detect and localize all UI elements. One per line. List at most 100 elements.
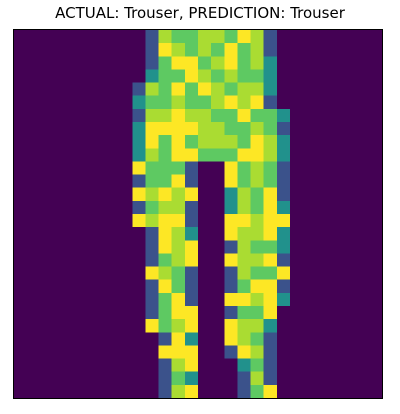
image-pixel bbox=[171, 384, 185, 398]
image-pixel bbox=[184, 95, 198, 109]
image-pixel bbox=[145, 95, 159, 109]
image-pixel bbox=[145, 148, 159, 162]
image-pixel bbox=[184, 214, 198, 228]
image-pixel bbox=[263, 214, 277, 228]
image-pixel bbox=[224, 306, 238, 320]
image-pixel bbox=[276, 161, 290, 175]
image-pixel bbox=[237, 187, 251, 201]
image-pixel bbox=[198, 56, 212, 70]
image-pixel bbox=[158, 82, 172, 96]
image-pixel bbox=[184, 266, 198, 280]
image-pixel bbox=[237, 174, 251, 188]
image-pixel bbox=[224, 253, 238, 267]
image-pixel bbox=[171, 161, 185, 175]
image-pixel bbox=[224, 240, 238, 254]
image-pixel bbox=[184, 332, 198, 346]
image-pixel bbox=[171, 82, 185, 96]
image-pixel bbox=[171, 319, 185, 333]
image-pixel bbox=[263, 384, 277, 398]
image-pixel bbox=[237, 43, 251, 57]
image-pixel bbox=[158, 200, 172, 214]
image-pixel bbox=[171, 240, 185, 254]
image-pixel bbox=[224, 161, 238, 175]
image-pixel bbox=[184, 187, 198, 201]
image-pixel bbox=[237, 227, 251, 241]
image-pixel bbox=[145, 30, 159, 44]
image-pixel bbox=[263, 69, 277, 83]
image-pixel bbox=[198, 135, 212, 149]
image-pixel bbox=[132, 82, 146, 96]
image-pixel bbox=[237, 82, 251, 96]
image-pixel bbox=[171, 43, 185, 57]
image-pixel bbox=[263, 174, 277, 188]
image-pixel bbox=[198, 108, 212, 122]
image-pixel bbox=[184, 108, 198, 122]
image-pixel bbox=[132, 200, 146, 214]
image-pixel bbox=[158, 148, 172, 162]
image-pixel bbox=[211, 108, 225, 122]
image-pixel bbox=[171, 253, 185, 267]
image-pixel bbox=[263, 43, 277, 57]
image-pixel bbox=[184, 306, 198, 320]
figure-title: ACTUAL: Trouser, PREDICTION: Trouser bbox=[55, 4, 345, 22]
image-pixel bbox=[250, 240, 264, 254]
image-pixel bbox=[158, 266, 172, 280]
image-pixel bbox=[237, 306, 251, 320]
image-pixel bbox=[198, 82, 212, 96]
image-pixel bbox=[158, 69, 172, 83]
image-pixel bbox=[211, 95, 225, 109]
image-pixel bbox=[250, 371, 264, 385]
image-pixel bbox=[224, 148, 238, 162]
image-pixel bbox=[224, 108, 238, 122]
image-pixel bbox=[198, 30, 212, 44]
image-pixel bbox=[184, 56, 198, 70]
image-pixel bbox=[224, 69, 238, 83]
image-pixel bbox=[224, 266, 238, 280]
image-pixel bbox=[250, 161, 264, 175]
image-pixel bbox=[224, 95, 238, 109]
image-pixel bbox=[184, 292, 198, 306]
image-pixel bbox=[276, 135, 290, 149]
image-pixel bbox=[250, 30, 264, 44]
image-pixel bbox=[237, 253, 251, 267]
image-pixel bbox=[145, 292, 159, 306]
image-pixel bbox=[263, 292, 277, 306]
image-pixel bbox=[237, 95, 251, 109]
image-pixel bbox=[250, 292, 264, 306]
image-pixel bbox=[263, 82, 277, 96]
image-pixel bbox=[171, 108, 185, 122]
image-pixel bbox=[171, 279, 185, 293]
image-pixel bbox=[276, 253, 290, 267]
image-pixel bbox=[184, 371, 198, 385]
image-pixel bbox=[145, 174, 159, 188]
image-pixel bbox=[250, 266, 264, 280]
image-pixel bbox=[250, 200, 264, 214]
image-pixel bbox=[211, 148, 225, 162]
image-pixel bbox=[158, 174, 172, 188]
image-pixel bbox=[224, 345, 238, 359]
image-pixel bbox=[276, 108, 290, 122]
image-pixel bbox=[198, 43, 212, 57]
image-pixel bbox=[184, 240, 198, 254]
image-pixel bbox=[171, 227, 185, 241]
image-pixel bbox=[250, 148, 264, 162]
image-pixel bbox=[184, 69, 198, 83]
image-pixel bbox=[276, 148, 290, 162]
image-pixel bbox=[171, 187, 185, 201]
image-pixel bbox=[171, 148, 185, 162]
image-pixel bbox=[158, 30, 172, 44]
image-pixel bbox=[250, 69, 264, 83]
image-pixel bbox=[237, 56, 251, 70]
image-pixel bbox=[263, 148, 277, 162]
image-pixel bbox=[237, 148, 251, 162]
image-pixel bbox=[263, 227, 277, 241]
image-pixel bbox=[158, 43, 172, 57]
image-pixel bbox=[145, 240, 159, 254]
image-pixel bbox=[145, 253, 159, 267]
image-pixel bbox=[145, 306, 159, 320]
image-pixel bbox=[145, 187, 159, 201]
image-pixel bbox=[171, 214, 185, 228]
image-pixel bbox=[250, 319, 264, 333]
image-pixel bbox=[237, 30, 251, 44]
image-pixel bbox=[171, 358, 185, 372]
